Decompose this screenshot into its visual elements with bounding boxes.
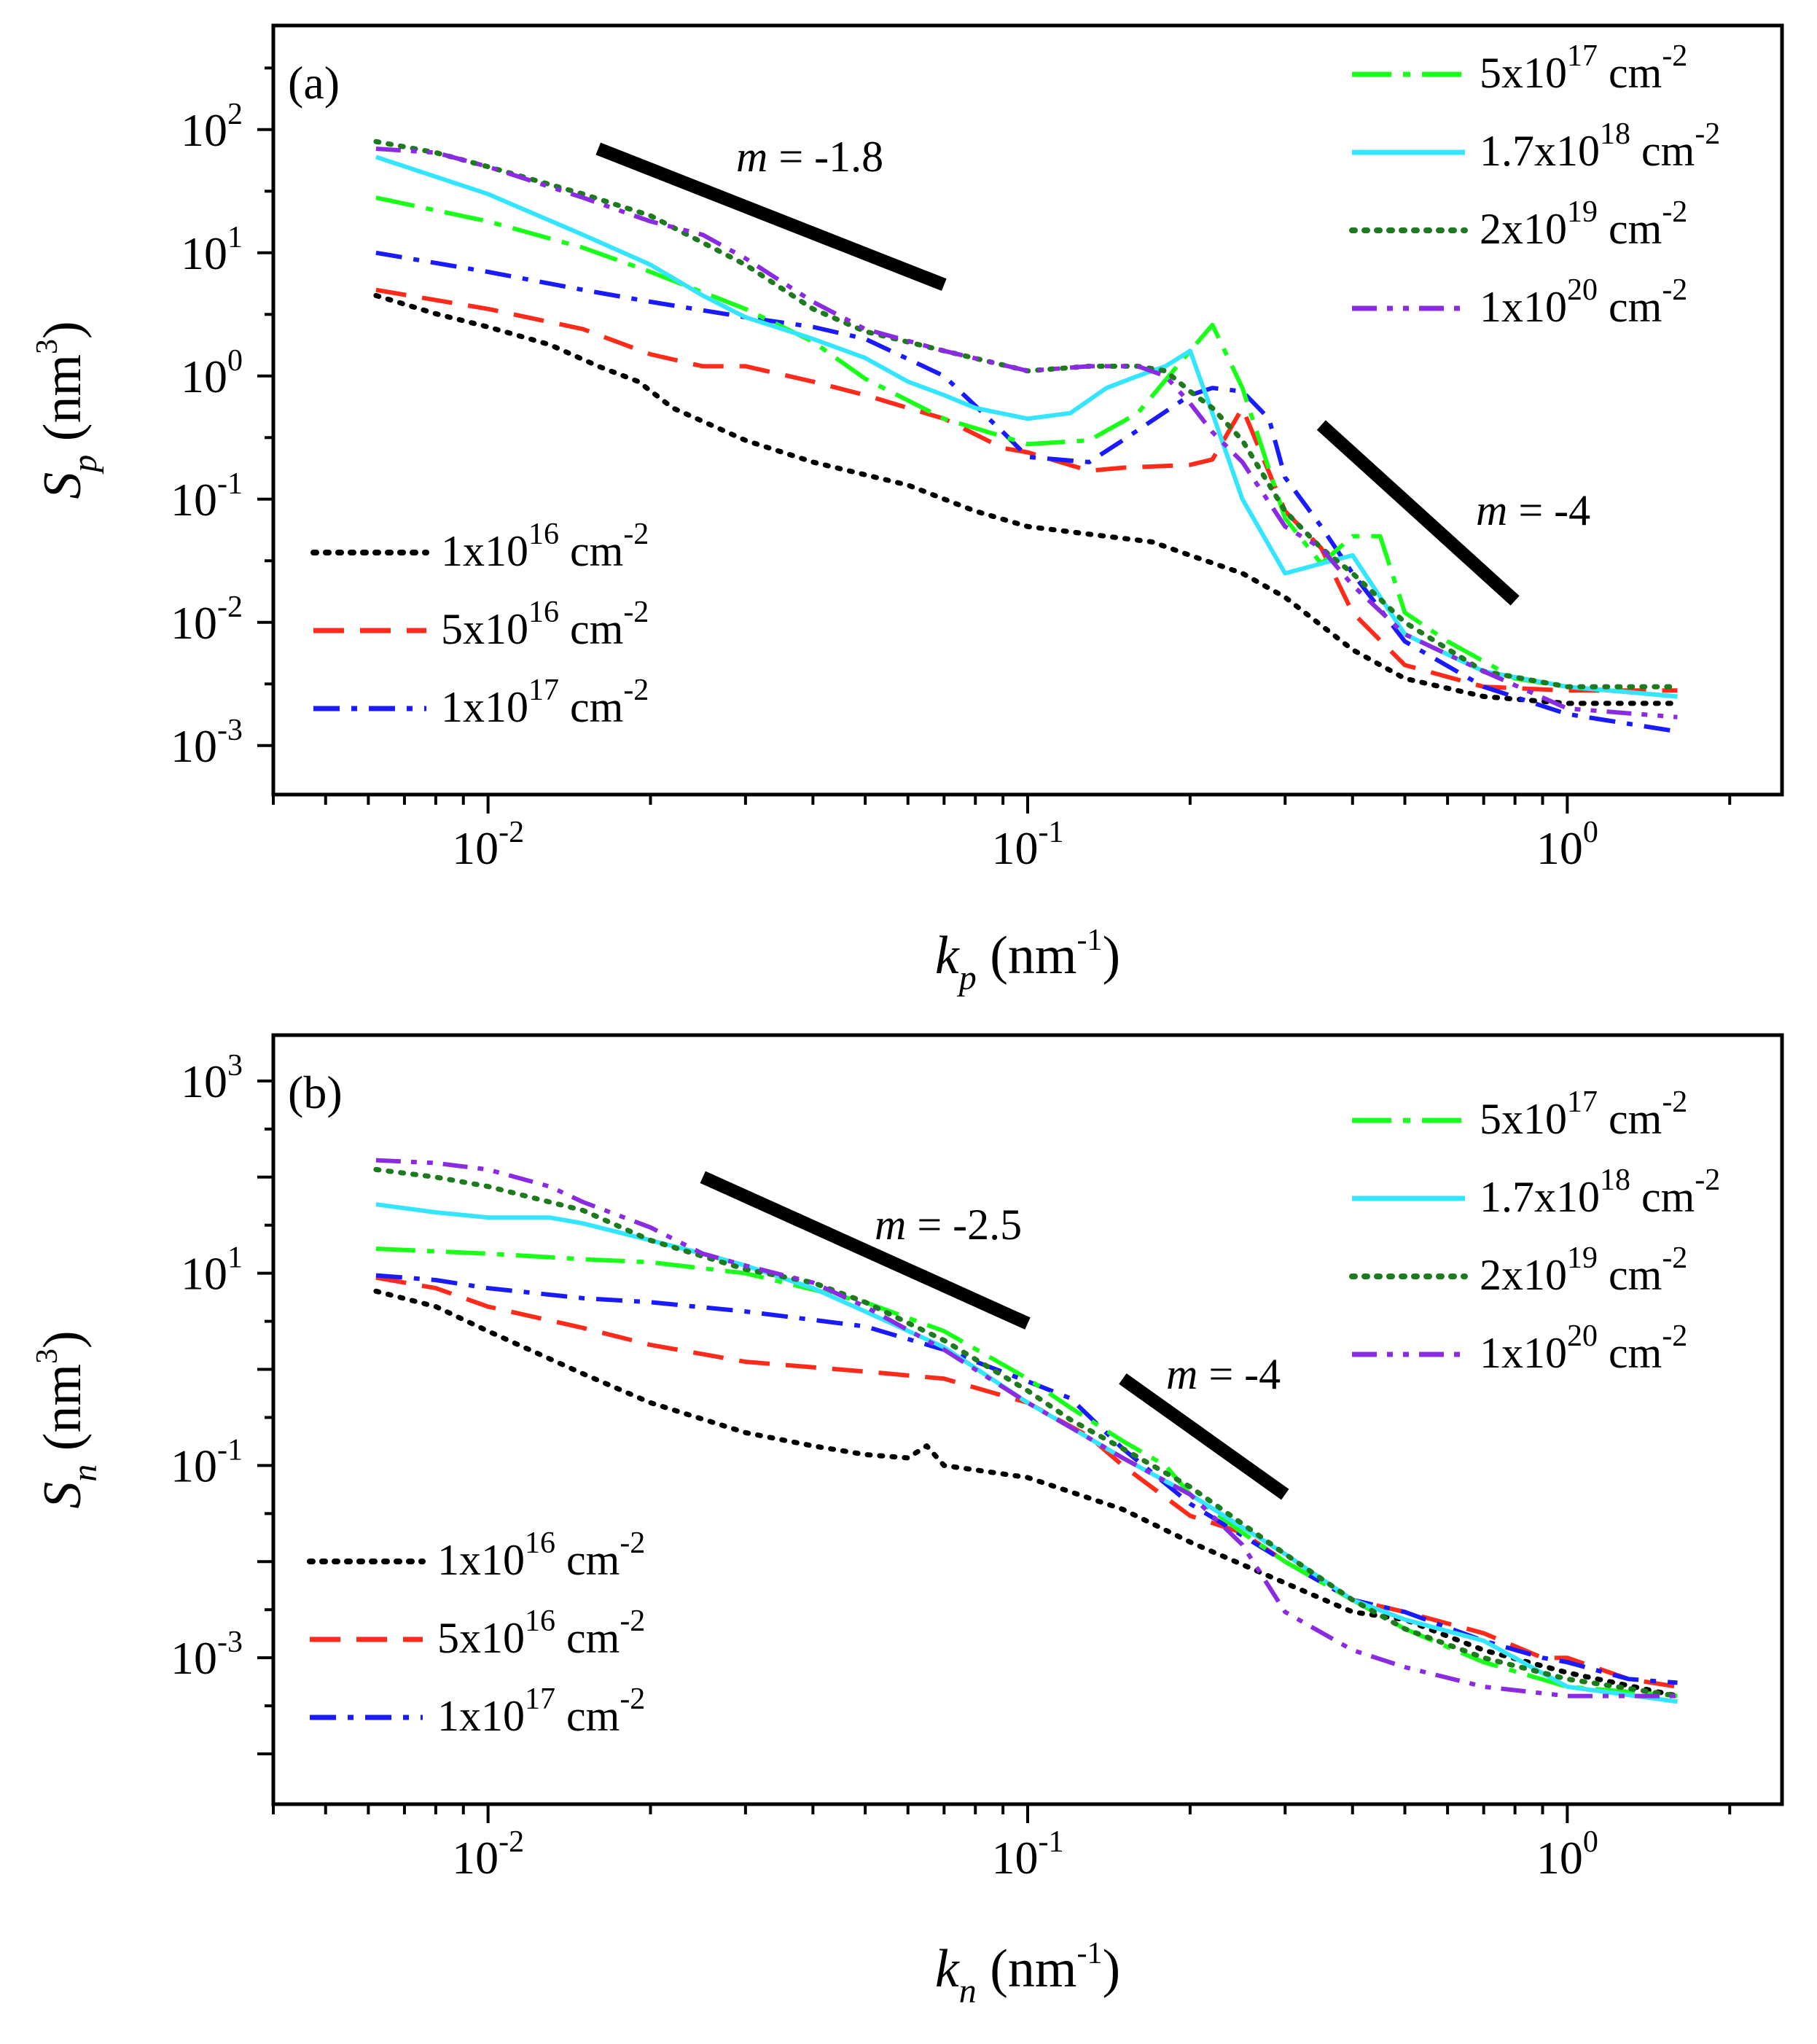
legend-label: 1.7x1018 cm-2 <box>1480 1163 1720 1221</box>
legend-label: 1x1017 cm-2 <box>441 674 649 731</box>
y-tick-label: 102 <box>181 98 243 156</box>
x-axis-label: kn (nm-1) <box>935 1937 1120 2010</box>
legend-label: 5x1017 cm-2 <box>1480 39 1687 97</box>
y-tick-label: 10-3 <box>171 714 243 772</box>
x-tick-label: 100 <box>1536 816 1598 874</box>
chart-panel-b: 10-2 10-1 100 10-3 10-1 101 103 kn (nm-1) Sn (nm… <box>31 1033 1784 2010</box>
x-axis-label: kp (nm-1) <box>935 924 1120 997</box>
series-line-5x1017 <box>375 195 1678 699</box>
plot-frame <box>271 1033 1784 1806</box>
y-tick-label: 10-1 <box>171 467 243 526</box>
x-tick-label: 10-2 <box>452 1825 524 1884</box>
chart-panel-a: 10-2 10-1 100 10-3 10-2 10-1 100 101 102 kp (nm-1… <box>31 23 1784 997</box>
legend-label: 5x1016 cm-2 <box>437 1604 645 1662</box>
legend-label: 1x1020 cm-2 <box>1480 273 1687 331</box>
y-tick-label: 10-3 <box>171 1626 243 1684</box>
y-tick-label: 103 <box>181 1049 243 1107</box>
legend-label: 5x1017 cm-2 <box>1480 1085 1687 1143</box>
legend-label: 1x1020 cm-2 <box>1480 1319 1687 1377</box>
series-line-1x1016 <box>373 292 1680 706</box>
series-line-5x1016 <box>375 1275 1678 1689</box>
y-tick-label: 101 <box>181 1241 243 1300</box>
series-line-1x1020 <box>375 147 1678 719</box>
legend-label: 2x1019 cm-2 <box>1480 195 1687 253</box>
slope-label: m = -1.8 <box>736 133 883 181</box>
x-tick-label: 10-1 <box>992 1825 1064 1884</box>
series-line-5x1016 <box>375 287 1678 693</box>
slope-label: m = -4 <box>1166 1350 1281 1398</box>
y-tick-label: 10-2 <box>171 590 243 649</box>
y-tick-label: 100 <box>181 344 243 402</box>
series-line-2x1019 <box>373 1166 1680 1699</box>
slope-label: m = -2.5 <box>875 1201 1022 1249</box>
y-tick-label: 101 <box>181 221 243 279</box>
legend-label: 1x1017 cm-2 <box>437 1682 645 1740</box>
x-tick-label: 100 <box>1536 1825 1598 1884</box>
series-line-1_7x1018 <box>375 155 1678 699</box>
y-tick-label: 10-1 <box>171 1433 243 1491</box>
legend-label: 5x1016 cm-2 <box>441 596 649 653</box>
legend-label: 1.7x1018 cm-2 <box>1480 117 1720 175</box>
y-axis-label: Sp (nm3) <box>31 321 104 499</box>
y-axis-label: Sn (nm3) <box>31 1330 104 1508</box>
slope-line <box>700 1171 1031 1330</box>
legend-label: 2x1019 cm-2 <box>1480 1241 1687 1299</box>
slope-line <box>1316 420 1520 606</box>
slope-label: m = -4 <box>1476 486 1590 534</box>
series-group <box>373 1158 1680 1704</box>
legend-label: 1x1016 cm-2 <box>437 1526 645 1584</box>
panel-label: (a) <box>288 57 340 109</box>
series-group <box>373 139 1680 734</box>
x-tick-label: 10-2 <box>452 816 524 874</box>
slope-line <box>1119 1373 1289 1500</box>
legend-label: 1x1016 cm-2 <box>441 518 649 575</box>
x-tick-label: 10-1 <box>992 816 1064 874</box>
series-line-1x1020 <box>375 1158 1678 1698</box>
panel-label: (b) <box>288 1066 343 1118</box>
series-line-1x1017 <box>375 250 1678 734</box>
slope-line <box>595 142 947 292</box>
